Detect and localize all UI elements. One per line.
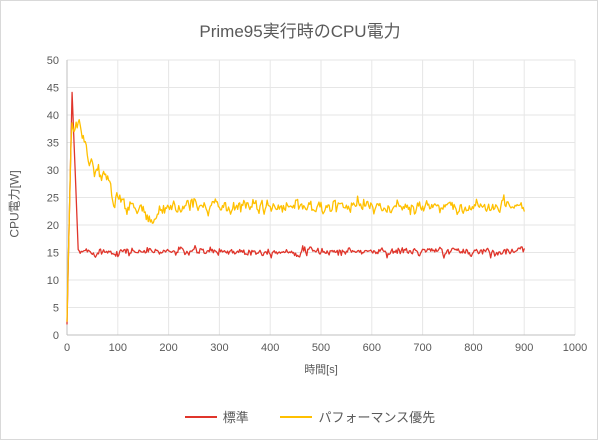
- svg-text:30: 30: [47, 165, 59, 177]
- svg-text:500: 500: [312, 342, 330, 354]
- svg-text:45: 45: [47, 83, 59, 95]
- svg-text:800: 800: [464, 342, 482, 354]
- svg-text:600: 600: [363, 342, 381, 354]
- svg-text:0: 0: [53, 330, 59, 342]
- svg-text:400: 400: [261, 342, 279, 354]
- svg-text:300: 300: [210, 342, 228, 354]
- svg-text:25: 25: [47, 193, 59, 205]
- svg-text:10: 10: [47, 275, 59, 287]
- svg-text:0: 0: [64, 342, 70, 354]
- svg-text:15: 15: [47, 248, 59, 260]
- svg-text:20: 20: [47, 220, 59, 232]
- svg-text:5: 5: [53, 303, 59, 315]
- svg-text:40: 40: [47, 110, 59, 122]
- svg-text:時間[s]: 時間[s]: [304, 363, 338, 376]
- svg-text:1000: 1000: [563, 342, 587, 354]
- svg-text:900: 900: [515, 342, 533, 354]
- svg-text:700: 700: [413, 342, 431, 354]
- svg-text:50: 50: [47, 55, 59, 67]
- svg-text:35: 35: [47, 138, 59, 150]
- svg-text:200: 200: [159, 342, 177, 354]
- svg-text:100: 100: [109, 342, 127, 354]
